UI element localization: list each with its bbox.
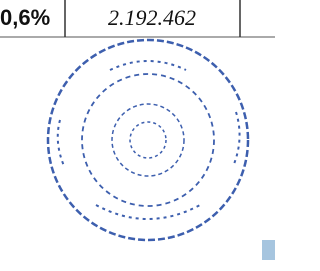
edge-mark xyxy=(262,240,275,260)
stamp-inner-ring xyxy=(112,104,184,176)
table-cell: 2.192.462 xyxy=(66,0,238,36)
stamp-text-marks xyxy=(58,61,240,219)
stamp-and-rules xyxy=(0,0,275,271)
stamp-outer-ring xyxy=(48,40,248,240)
stamp-center xyxy=(130,122,166,158)
stamp-middle-ring xyxy=(82,74,214,206)
document-page: 0,6% 2.192.462 xyxy=(0,0,275,271)
stamp xyxy=(48,40,248,240)
table-cell: 0,6% xyxy=(0,0,64,36)
